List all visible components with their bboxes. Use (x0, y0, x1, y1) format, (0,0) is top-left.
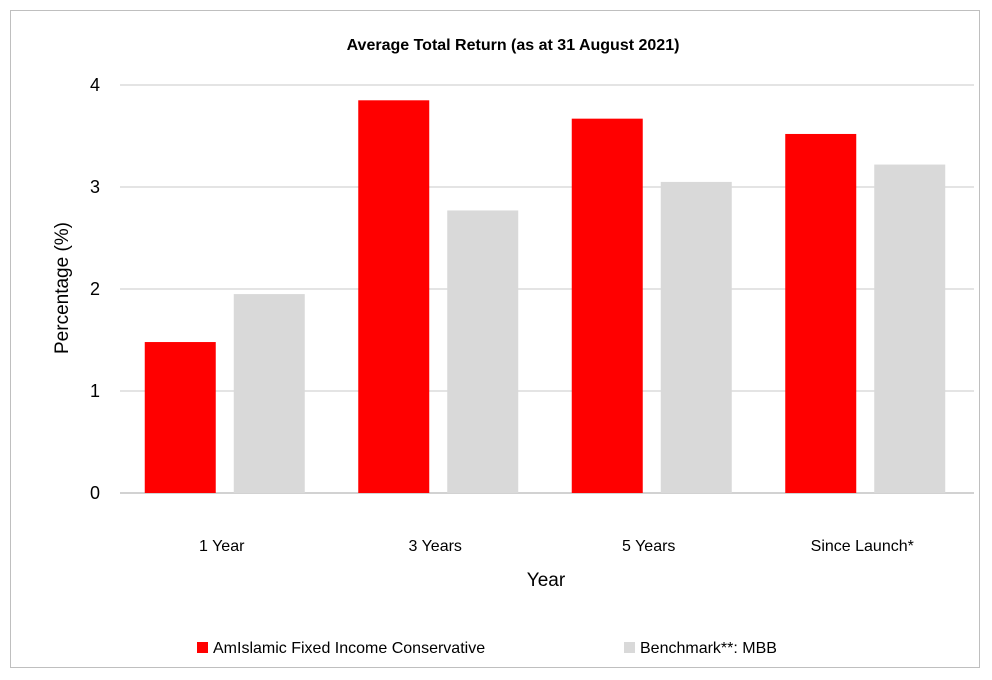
bar-benchmark-2 (660, 181, 732, 493)
bars (144, 100, 946, 494)
y-tick-label: 3 (90, 177, 100, 197)
legend: AmIslamic Fixed Income Conservative Bench… (197, 640, 777, 657)
legend-label-1: Benchmark**: MBB (640, 640, 777, 657)
x-tick-label: 1 Year (199, 538, 245, 555)
bar-fund-2 (571, 118, 643, 493)
chart-title: Average Total Return (as at 31 August 20… (347, 37, 680, 54)
y-tick-label: 0 (90, 483, 100, 503)
bar-fund-1 (358, 100, 430, 494)
bar-benchmark-0 (233, 294, 305, 493)
bar-fund-3 (785, 133, 857, 493)
y-axis-label: Percentage (%) (52, 222, 73, 354)
legend-swatch-0 (197, 642, 208, 653)
y-tick-label: 4 (90, 75, 100, 95)
bar-fund-0 (144, 342, 216, 493)
bar-benchmark-3 (874, 164, 946, 493)
x-axis-label: Year (527, 570, 566, 591)
x-tick-label: Since Launch* (811, 538, 914, 555)
legend-label-0: AmIslamic Fixed Income Conservative (213, 640, 485, 657)
bar-benchmark-1 (447, 210, 519, 493)
y-tick-label: 1 (90, 381, 100, 401)
y-axis-ticks: 0 1 2 3 4 (90, 75, 100, 503)
x-tick-label: 3 Years (409, 538, 462, 555)
legend-swatch-1 (624, 642, 635, 653)
x-tick-label: 5 Years (622, 538, 675, 555)
y-tick-label: 2 (90, 279, 100, 299)
x-axis-ticks: 1 Year 3 Years 5 Years Since Launch* (199, 538, 914, 555)
